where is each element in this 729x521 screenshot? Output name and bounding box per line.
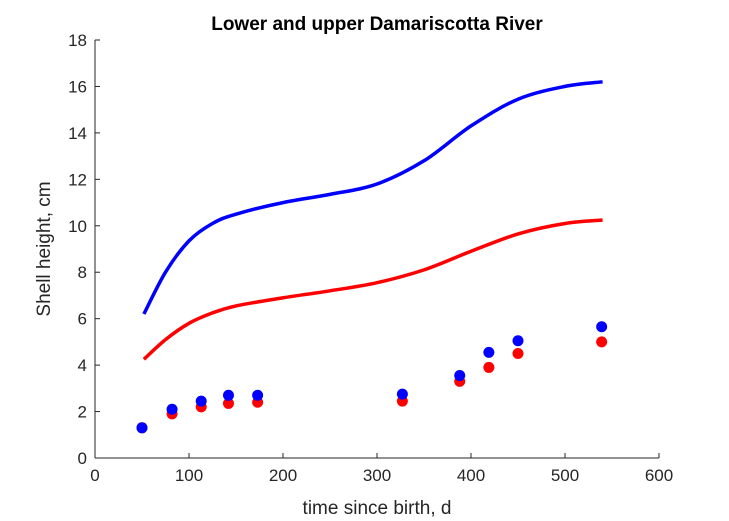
y-axis-label: Shell height, cm [34, 181, 55, 316]
data-point [512, 335, 524, 347]
y-tick-label: 10 [68, 217, 87, 236]
data-point [596, 336, 608, 348]
series-line [142, 80, 603, 315]
x-tick-label: 200 [269, 466, 297, 485]
data-point [222, 389, 234, 401]
data-point [596, 321, 608, 333]
x-tick-label: 600 [645, 466, 673, 485]
data-point [512, 348, 524, 359]
data-point [166, 403, 178, 415]
series-line [142, 218, 603, 361]
y-tick-label: 18 [68, 31, 87, 50]
plot-area: 0 100 200 300 400 500 600 0 2 4 6 8 10 12 14 16 18 [68, 31, 673, 485]
y-tick-label: 14 [68, 124, 87, 143]
x-tick-label: 0 [90, 466, 99, 485]
data-point [483, 361, 495, 373]
data-point [222, 397, 234, 409]
data-point [195, 395, 207, 407]
y-tick-label: 8 [78, 263, 87, 282]
data-point [252, 389, 264, 401]
data-point [454, 370, 466, 382]
y-tick-label: 2 [78, 403, 87, 422]
y-tick-label: 16 [68, 77, 87, 96]
data-point [483, 346, 495, 358]
data-point [136, 422, 148, 434]
y-tick-label: 6 [78, 310, 87, 329]
x-tick-label: 500 [551, 466, 579, 485]
x-tick-label: 100 [175, 466, 203, 485]
y-tick-label: 0 [78, 449, 87, 468]
y-tick-label: 4 [78, 356, 87, 375]
x-tick-label: 400 [457, 466, 485, 485]
data-point [396, 388, 408, 400]
x-axis-label: time since birth, d [303, 498, 452, 519]
x-tick-label: 300 [363, 466, 391, 485]
y-tick-label: 12 [68, 170, 87, 189]
chart-title: Lower and upper Damariscotta River [211, 14, 543, 35]
